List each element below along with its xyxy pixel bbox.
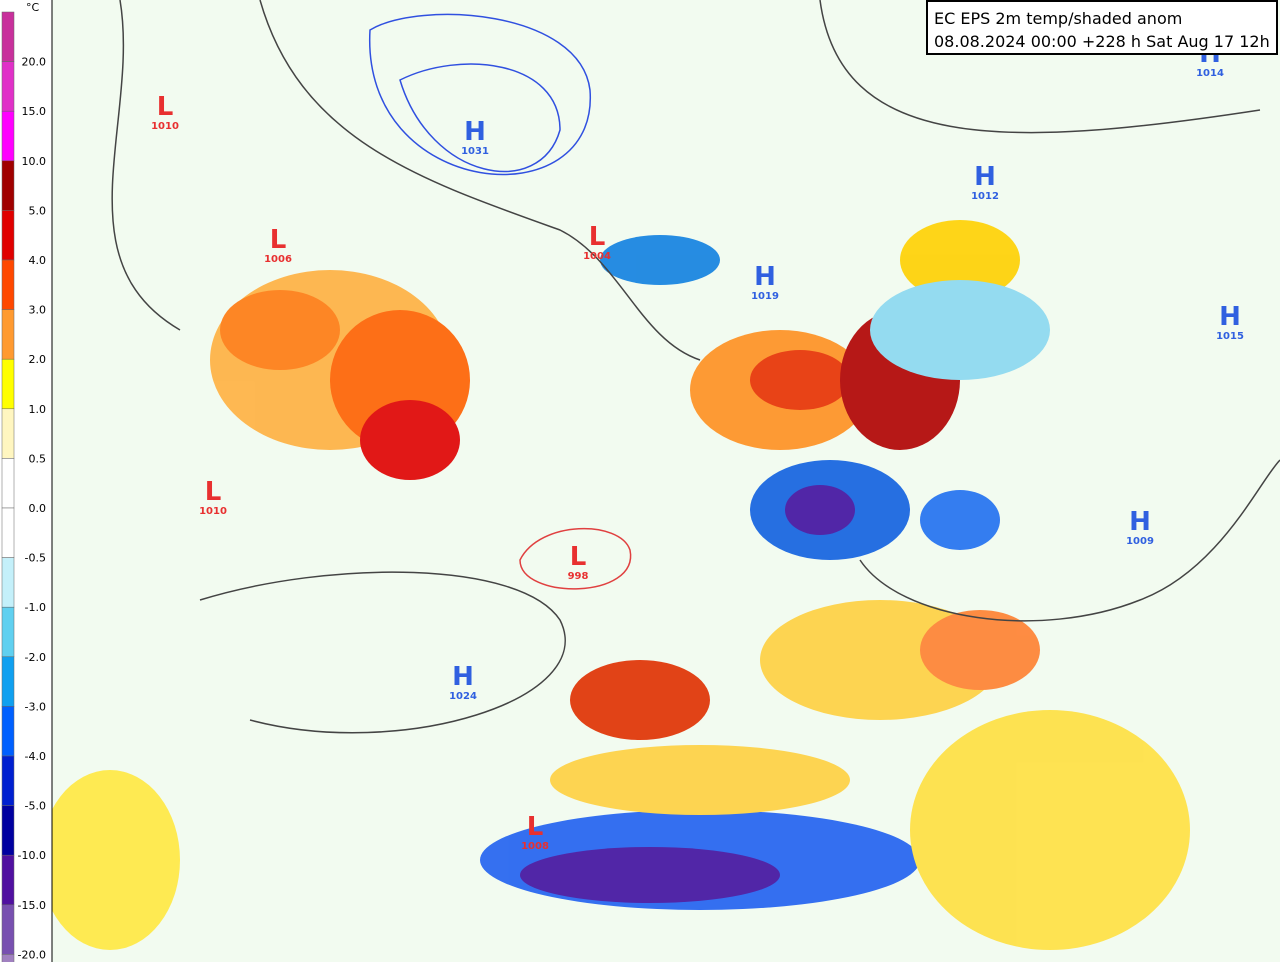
colorbar-label: 1.0 [29, 403, 47, 416]
center-value: 1031 [461, 146, 489, 157]
center-letter: H [1129, 507, 1151, 537]
center-value: 1006 [264, 254, 292, 265]
colorbar-unit: °C [26, 1, 40, 14]
colorbar-label: -0.5 [25, 552, 46, 565]
center-value: 1004 [583, 251, 611, 262]
colorbar-swatch [1, 11, 15, 62]
colorbar-label: -15.0 [18, 899, 46, 912]
title-frame [926, 0, 1278, 55]
colorbar-swatch [1, 259, 15, 310]
colorbar-swatch [1, 160, 15, 211]
colorbar-swatch [1, 904, 15, 955]
colorbar-label: -5.0 [25, 800, 46, 813]
colorbar-swatch [1, 110, 15, 162]
colorbar-swatch [1, 854, 15, 906]
colorbar-label: -4.0 [25, 750, 46, 763]
colorbar-swatch [1, 805, 15, 856]
center-letter: H [974, 162, 996, 192]
colorbar-swatch [1, 706, 15, 757]
colorbar-label: -10.0 [18, 849, 46, 862]
colorbar-label: 2.0 [29, 353, 47, 366]
colorbar-label: 20.0 [22, 56, 47, 69]
colorbar-label: -3.0 [25, 700, 46, 713]
center-value: 1010 [199, 506, 227, 517]
center-value: 1008 [521, 841, 549, 852]
center-letter: L [205, 477, 222, 507]
center-value: 1015 [1216, 331, 1244, 342]
center-letter: L [589, 222, 606, 252]
center-value: 1024 [449, 691, 477, 702]
pressure-centers: L1010H1031L1006L1004H1019H1012H1014H1015… [151, 39, 1244, 852]
colorbar-swatch [1, 309, 15, 360]
center-letter: H [1219, 302, 1241, 332]
center-letter: H [754, 262, 776, 292]
center-value: 1014 [1196, 68, 1224, 79]
colorbar-swatch [1, 557, 15, 608]
colorbar-label: -1.0 [25, 601, 46, 614]
center-letter: L [527, 812, 544, 842]
center-value: 1019 [751, 291, 779, 302]
colorbar-label: -20.0 [18, 948, 46, 961]
center-letter: H [464, 117, 486, 147]
colorbar-swatch [1, 954, 15, 962]
colorbar-swatch [1, 507, 15, 558]
colorbar-label: 10.0 [22, 155, 47, 168]
colorbar-label: 0.0 [29, 502, 47, 515]
colorbar: °C 20.0 15.0 10.0 5.0 4.0 3.0 2.0 1.0 0.5 0.0 -0.5 -… [0, 0, 53, 962]
colorbar-label: 3.0 [29, 304, 47, 317]
center-letter: H [452, 662, 474, 692]
center-value: 998 [568, 571, 589, 582]
colorbar-label: -2.0 [25, 651, 46, 664]
colorbar-label: 15.0 [22, 105, 47, 118]
center-letter: L [157, 92, 174, 122]
center-value: 1009 [1126, 536, 1154, 547]
center-letter: L [270, 225, 287, 255]
colorbar-label: 0.5 [29, 452, 47, 465]
colorbar-swatch [1, 61, 15, 112]
title-box: EC EPS 2m temp/shaded anom 08.08.2024 00… [926, 0, 1278, 55]
colorbar-swatch [1, 210, 15, 261]
colorbar-swatch [1, 358, 15, 410]
colorbar-swatch [1, 755, 15, 806]
colorbar-label: 5.0 [29, 204, 47, 217]
title-line: EC EPS 2m temp/shaded anom [934, 9, 1182, 28]
center-letter: L [570, 542, 587, 572]
title-line: 08.08.2024 00:00 +228 h Sat Aug 17 12h [934, 32, 1270, 51]
isobars [111, 0, 1280, 734]
colorbar-swatch [1, 656, 15, 707]
anomaly-shading [40, 220, 1190, 950]
center-value: 1012 [971, 191, 999, 202]
colorbar-swatch [1, 408, 15, 459]
colorbar-swatch [1, 458, 15, 509]
colorbar-label: 4.0 [29, 254, 47, 267]
colorbar-swatch [1, 606, 15, 658]
center-value: 1010 [151, 121, 179, 132]
